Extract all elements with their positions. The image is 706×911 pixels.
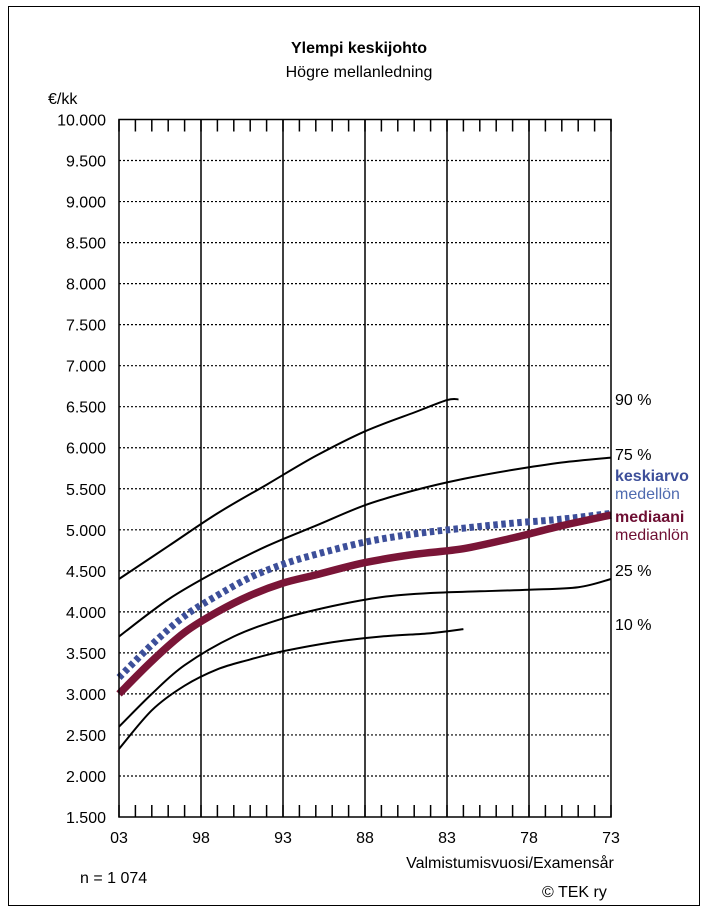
y-tick-label: 4.000 xyxy=(66,605,106,622)
series-line-keskiarvo xyxy=(116,509,612,680)
y-tick-label: 1.500 xyxy=(66,810,106,827)
y-tick-label: 6.500 xyxy=(66,400,106,417)
y-tick-label: 2.000 xyxy=(66,769,106,786)
sample-size: n = 1 074 xyxy=(80,870,147,887)
x-tick-label: 03 xyxy=(110,830,128,847)
copyright: © TEK ry xyxy=(542,884,607,901)
series-line-mediaani xyxy=(116,511,612,697)
series-line-75 xyxy=(118,456,612,638)
y-axis-unit: €/kk xyxy=(48,91,78,108)
label-p90: 90 % xyxy=(615,392,651,409)
x-tick-label: 98 xyxy=(192,830,210,847)
y-tick-label: 8.000 xyxy=(66,277,106,294)
chart-subtitle: Högre mellanledning xyxy=(286,64,433,81)
series-line-10 xyxy=(118,628,464,750)
y-tick-label: 6.000 xyxy=(66,441,106,458)
label-p10: 10 % xyxy=(615,617,651,634)
y-tick-label: 5.000 xyxy=(66,523,106,540)
y-tick-labels: 1.500 2.000 2.500 3.000 3.500 4.000 4.500 5.000… xyxy=(57,113,106,828)
x-axis-label: Valmistumisvuosi/Examensår xyxy=(406,854,614,872)
series-lines xyxy=(116,397,612,750)
x-tick-labels: 03 98 93 88 83 78 73 xyxy=(110,830,620,847)
y-tick-label: 3.000 xyxy=(66,687,106,704)
series-line-25 xyxy=(118,578,612,728)
y-tick-label: 3.500 xyxy=(66,646,106,663)
x-tick-label: 73 xyxy=(602,830,620,847)
y-tick-label: 9.000 xyxy=(66,195,106,212)
y-tick-label: 7.500 xyxy=(66,318,106,335)
label-p75: 75 % xyxy=(615,447,651,464)
plot-area-border xyxy=(118,118,612,818)
y-tick-label: 8.500 xyxy=(66,236,106,253)
y-tick-label: 2.500 xyxy=(66,728,106,745)
label-medellon: medellön xyxy=(615,486,680,503)
y-tick-label: 7.000 xyxy=(66,359,106,376)
y-tick-label: 10.000 xyxy=(57,113,106,130)
label-keskiarvo: keskiarvo xyxy=(615,468,689,485)
label-mediaani: mediaani xyxy=(615,509,684,526)
label-medianlon: medianlön xyxy=(615,527,689,544)
y-tick-label: 4.500 xyxy=(66,564,106,581)
series-line-90 xyxy=(118,397,459,580)
chart-frame xyxy=(8,6,700,906)
y-tick-label: 9.500 xyxy=(66,154,106,171)
x-tick-label: 93 xyxy=(274,830,292,847)
grid xyxy=(119,119,611,817)
x-tick-label: 88 xyxy=(356,830,374,847)
label-p25: 25 % xyxy=(615,563,651,580)
x-tick-label: 83 xyxy=(438,830,456,847)
chart-title: Ylempi keskijohto xyxy=(291,40,427,57)
x-tick-label: 78 xyxy=(520,830,538,847)
y-tick-label: 5.500 xyxy=(66,482,106,499)
